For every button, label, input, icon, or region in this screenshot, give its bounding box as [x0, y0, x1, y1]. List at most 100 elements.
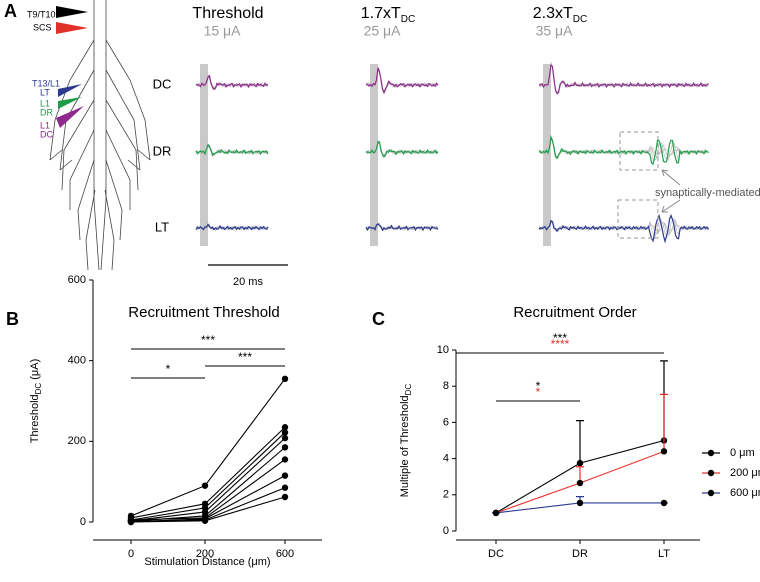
legend-label: 200 μm [730, 467, 760, 479]
text-part: DC [34, 383, 43, 395]
x-tick-label: 600 [276, 548, 294, 560]
text-part: Multiple of Threshold [399, 395, 411, 497]
series-line [130, 446, 286, 522]
x-tick-label: 0 [128, 548, 134, 560]
significance-label: **** [551, 337, 570, 351]
condition-title: Threshold [192, 5, 263, 22]
y-axis-label: Multiple of ThresholdDC [399, 384, 413, 498]
trace [538, 64, 709, 95]
y-tick-label: 200 [68, 435, 86, 447]
x-axis-label: Stimulation Distance (μm) [144, 556, 270, 568]
data-point [660, 499, 668, 507]
y-tick-label: 2 [443, 489, 449, 501]
data-point [281, 424, 289, 431]
text-part: (μA) [29, 359, 41, 383]
stim-artifact [200, 64, 208, 246]
significance-label: * [536, 379, 541, 393]
trace [195, 144, 269, 156]
error-bar [660, 393, 668, 452]
significance-label: *** [201, 333, 215, 347]
trace [538, 134, 709, 166]
text-part: DC [401, 14, 415, 25]
data-point [576, 499, 584, 507]
y-tick-label: 6 [443, 416, 449, 428]
condition-current: 15 μA [204, 23, 242, 39]
trace [538, 62, 709, 96]
electrode-label: SCS [33, 22, 52, 32]
trace [538, 139, 709, 159]
stim-artifact [543, 64, 551, 246]
panel-letter: A [4, 1, 17, 21]
y-tick-label: 600 [68, 274, 86, 286]
significance-label: * [536, 385, 541, 399]
significance-label: *** [238, 350, 252, 364]
row-label: LT [155, 219, 169, 234]
data-point [201, 482, 209, 489]
text-part: DC [404, 384, 413, 396]
text-part: DC [573, 14, 587, 25]
condition-current: 35 μA [536, 23, 574, 39]
data-point [127, 518, 135, 526]
scale-bar-label: 20 ms [233, 276, 263, 288]
annotation: synaptically-mediated [655, 187, 760, 199]
error-bar [576, 419, 584, 464]
trace [365, 67, 439, 93]
electrode-dr [58, 97, 82, 109]
legend-label: 0 μm [730, 447, 755, 459]
y-tick-label: 0 [443, 525, 449, 537]
trace [538, 136, 709, 160]
chart-title: Recruitment Threshold [128, 304, 279, 321]
data-point [576, 479, 584, 487]
electrode-label: L1 [40, 120, 50, 130]
legend-marker [707, 469, 715, 477]
spinal-cord [49, 0, 151, 271]
x-tick-label: DC [488, 548, 504, 560]
chart-title: Recruitment Order [513, 304, 636, 321]
electrode-label: T13/L1 [32, 78, 60, 88]
trace [195, 74, 269, 90]
row-label: DC [153, 76, 172, 91]
text-part: Threshold [29, 394, 41, 443]
data-point [281, 472, 289, 479]
data-point [281, 456, 289, 463]
trace [538, 62, 709, 93]
text-part: 2.3xT [533, 5, 573, 22]
data-point [281, 429, 289, 436]
electrode-lt [58, 84, 82, 97]
trace [538, 62, 709, 96]
electrode-label: DC [40, 129, 53, 139]
highlight-box [617, 199, 659, 239]
legend-marker [707, 449, 715, 457]
electrode-label: L1 [40, 98, 50, 108]
trace [365, 223, 439, 232]
data-point [576, 459, 584, 467]
panel-letter: C [372, 309, 385, 329]
trace [538, 213, 710, 244]
electrode-scs-level [56, 6, 88, 18]
electrode-label: T9/T10 [27, 9, 56, 19]
series-line [130, 378, 286, 517]
electrode-label: DR [40, 107, 53, 117]
trace [195, 74, 269, 91]
y-tick-label: 10 [437, 344, 449, 356]
x-tick-label: 200 [196, 548, 214, 560]
x-tick-label: LT [658, 548, 670, 560]
text-part: 1.7xT [361, 5, 401, 22]
trace [195, 223, 269, 231]
data-point [281, 444, 289, 451]
trace [365, 141, 439, 158]
traces [195, 62, 710, 246]
data-point [201, 517, 209, 524]
trace [365, 67, 439, 95]
electrode-label: LT [40, 87, 50, 97]
highlight-box [619, 131, 659, 171]
condition-title: 2.3xTDC [533, 5, 587, 24]
stim-artifact [370, 64, 378, 246]
data-point [660, 448, 668, 455]
y-tick-label: 0 [80, 516, 86, 528]
legend-label: 600 μm [730, 487, 760, 499]
data-point [281, 493, 289, 501]
significance-label: * [166, 362, 171, 376]
x-tick-label: DR [572, 548, 588, 560]
